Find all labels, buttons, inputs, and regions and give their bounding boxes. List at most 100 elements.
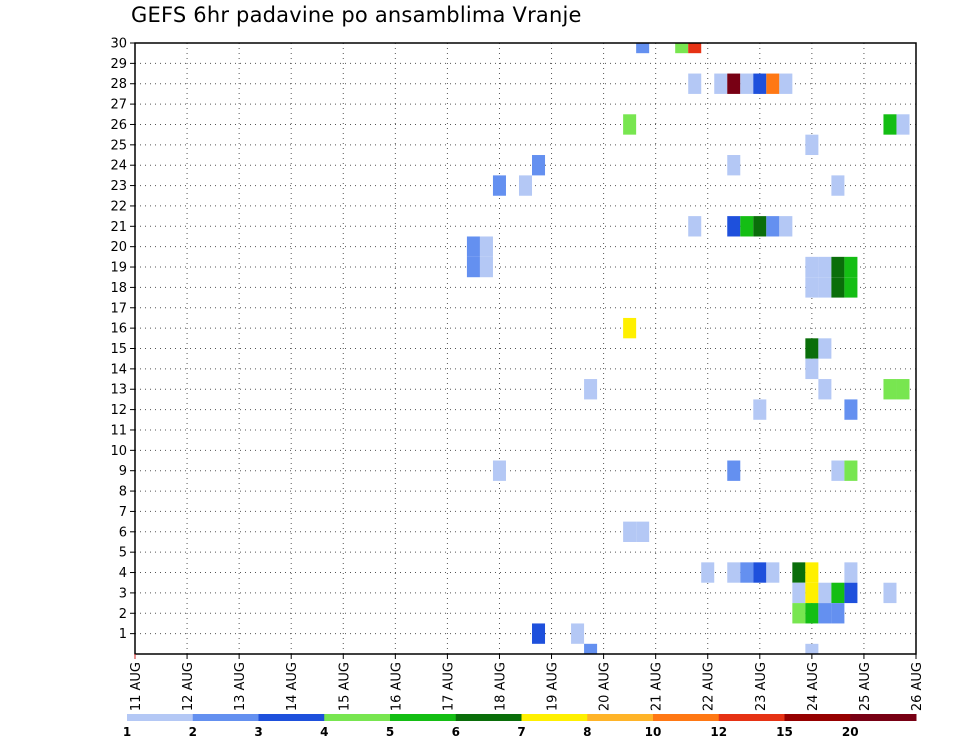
precip-cell [466, 236, 480, 257]
precip-cell [831, 582, 845, 604]
precip-cell [714, 73, 728, 94]
precip-cell [844, 399, 858, 420]
precip-cell [584, 643, 598, 654]
y-tick-label: 9 [119, 464, 127, 479]
y-tick-label: 5 [119, 546, 127, 561]
colorbar-label: 7 [517, 725, 525, 739]
precip-cell [753, 73, 767, 94]
x-tick-label: 14 AUG [285, 662, 300, 711]
y-tick-label: 30 [110, 37, 127, 52]
x-tick-label: 11 AUG [129, 662, 144, 711]
precip-cell [883, 582, 897, 604]
precip-cell [688, 73, 702, 94]
precip-cell [844, 460, 858, 481]
colorbar-segment [127, 714, 194, 721]
y-tick-label: 1 [119, 627, 127, 642]
y-tick-label: 18 [110, 281, 127, 296]
precip-cell [766, 73, 780, 94]
chart-title: GEFS 6hr padavine po ansamblima Vranje [131, 3, 582, 27]
y-tick-label: 14 [110, 362, 127, 377]
x-tick-label: 23 AUG [754, 662, 769, 711]
colorbar-segment [455, 714, 522, 721]
precip-cell [831, 277, 845, 298]
precip-cell [727, 562, 741, 583]
colorbar-label: 8 [583, 725, 591, 739]
precip-cell [818, 582, 832, 604]
x-tick-label: 15 AUG [337, 662, 352, 711]
colorbar-segment [324, 714, 391, 721]
colorbar: 1 2 3 4 5 6 7 8 10 12 15 20 [123, 714, 917, 739]
precip-cell [844, 256, 858, 278]
precip-cell [727, 460, 741, 481]
precip-cell [492, 460, 506, 481]
precip-cell [883, 379, 897, 400]
colorbar-label: 2 [189, 725, 197, 739]
precip-cell [818, 256, 832, 278]
precip-cell [623, 114, 637, 135]
precip-cell [844, 277, 858, 298]
colorbar-label: 6 [452, 725, 460, 739]
precip-cell [636, 521, 650, 542]
x-tick-label: 26 AUG [910, 662, 925, 711]
y-tick-label: 26 [110, 118, 127, 133]
y-tick-label: 4 [119, 566, 127, 581]
precip-cell [896, 114, 910, 135]
y-tick-label: 12 [110, 403, 127, 418]
y-axis-ticks: 1234567891011121314151617181920212223242… [110, 37, 135, 642]
precip-cell [805, 358, 819, 380]
precip-cell [623, 521, 637, 542]
precip-cell [831, 175, 845, 196]
precip-cell [766, 562, 780, 583]
precip-cell [831, 256, 845, 278]
colorbar-segment [850, 714, 917, 721]
precip-cell [740, 216, 754, 237]
precip-cell [818, 379, 832, 400]
precip-cell [740, 73, 754, 94]
y-tick-label: 3 [119, 586, 127, 601]
y-tick-label: 28 [110, 77, 127, 92]
colorbar-label: 12 [710, 725, 727, 739]
y-tick-label: 17 [110, 301, 127, 316]
precip-cell [805, 643, 819, 654]
precip-cell [636, 43, 650, 54]
y-tick-label: 15 [110, 342, 127, 357]
precip-cell [701, 562, 715, 583]
colorbar-segment [521, 714, 588, 721]
precip-cell [805, 134, 819, 156]
y-tick-label: 20 [110, 240, 127, 255]
y-tick-label: 2 [119, 607, 127, 622]
y-tick-label: 25 [110, 138, 127, 153]
precip-cell [479, 236, 493, 257]
colorbar-segment [192, 714, 259, 721]
colorbar-label: 10 [645, 725, 662, 739]
x-tick-label: 24 AUG [806, 662, 821, 711]
precip-cell [896, 379, 910, 400]
colorbar-label: 1 [123, 725, 131, 739]
colorbar-segment [784, 714, 851, 721]
precip-cell [688, 43, 702, 54]
y-tick-label: 11 [110, 423, 127, 438]
colorbar-segment [718, 714, 785, 721]
x-tick-label: 22 AUG [702, 662, 717, 711]
x-tick-label: 19 AUG [546, 662, 561, 711]
precip-cell [688, 216, 702, 237]
x-tick-label: 25 AUG [858, 662, 873, 711]
y-tick-label: 13 [110, 383, 127, 398]
precip-cell [727, 155, 741, 176]
x-tick-label: 17 AUG [441, 662, 456, 711]
precip-cell [818, 277, 832, 298]
colorbar-label: 15 [776, 725, 793, 739]
y-tick-label: 7 [119, 505, 127, 520]
precip-cell [805, 562, 819, 583]
precip-cell [844, 582, 858, 604]
precip-cell [805, 338, 819, 359]
colorbar-label: 4 [320, 725, 328, 739]
precip-cell [492, 175, 506, 196]
precip-cell [518, 175, 533, 196]
colorbar-label: 3 [254, 725, 262, 739]
y-tick-label: 8 [119, 485, 127, 500]
precip-cell [753, 216, 767, 237]
colorbar-label: 5 [386, 725, 394, 739]
y-tick-label: 29 [110, 57, 127, 72]
precip-cell [818, 603, 832, 624]
